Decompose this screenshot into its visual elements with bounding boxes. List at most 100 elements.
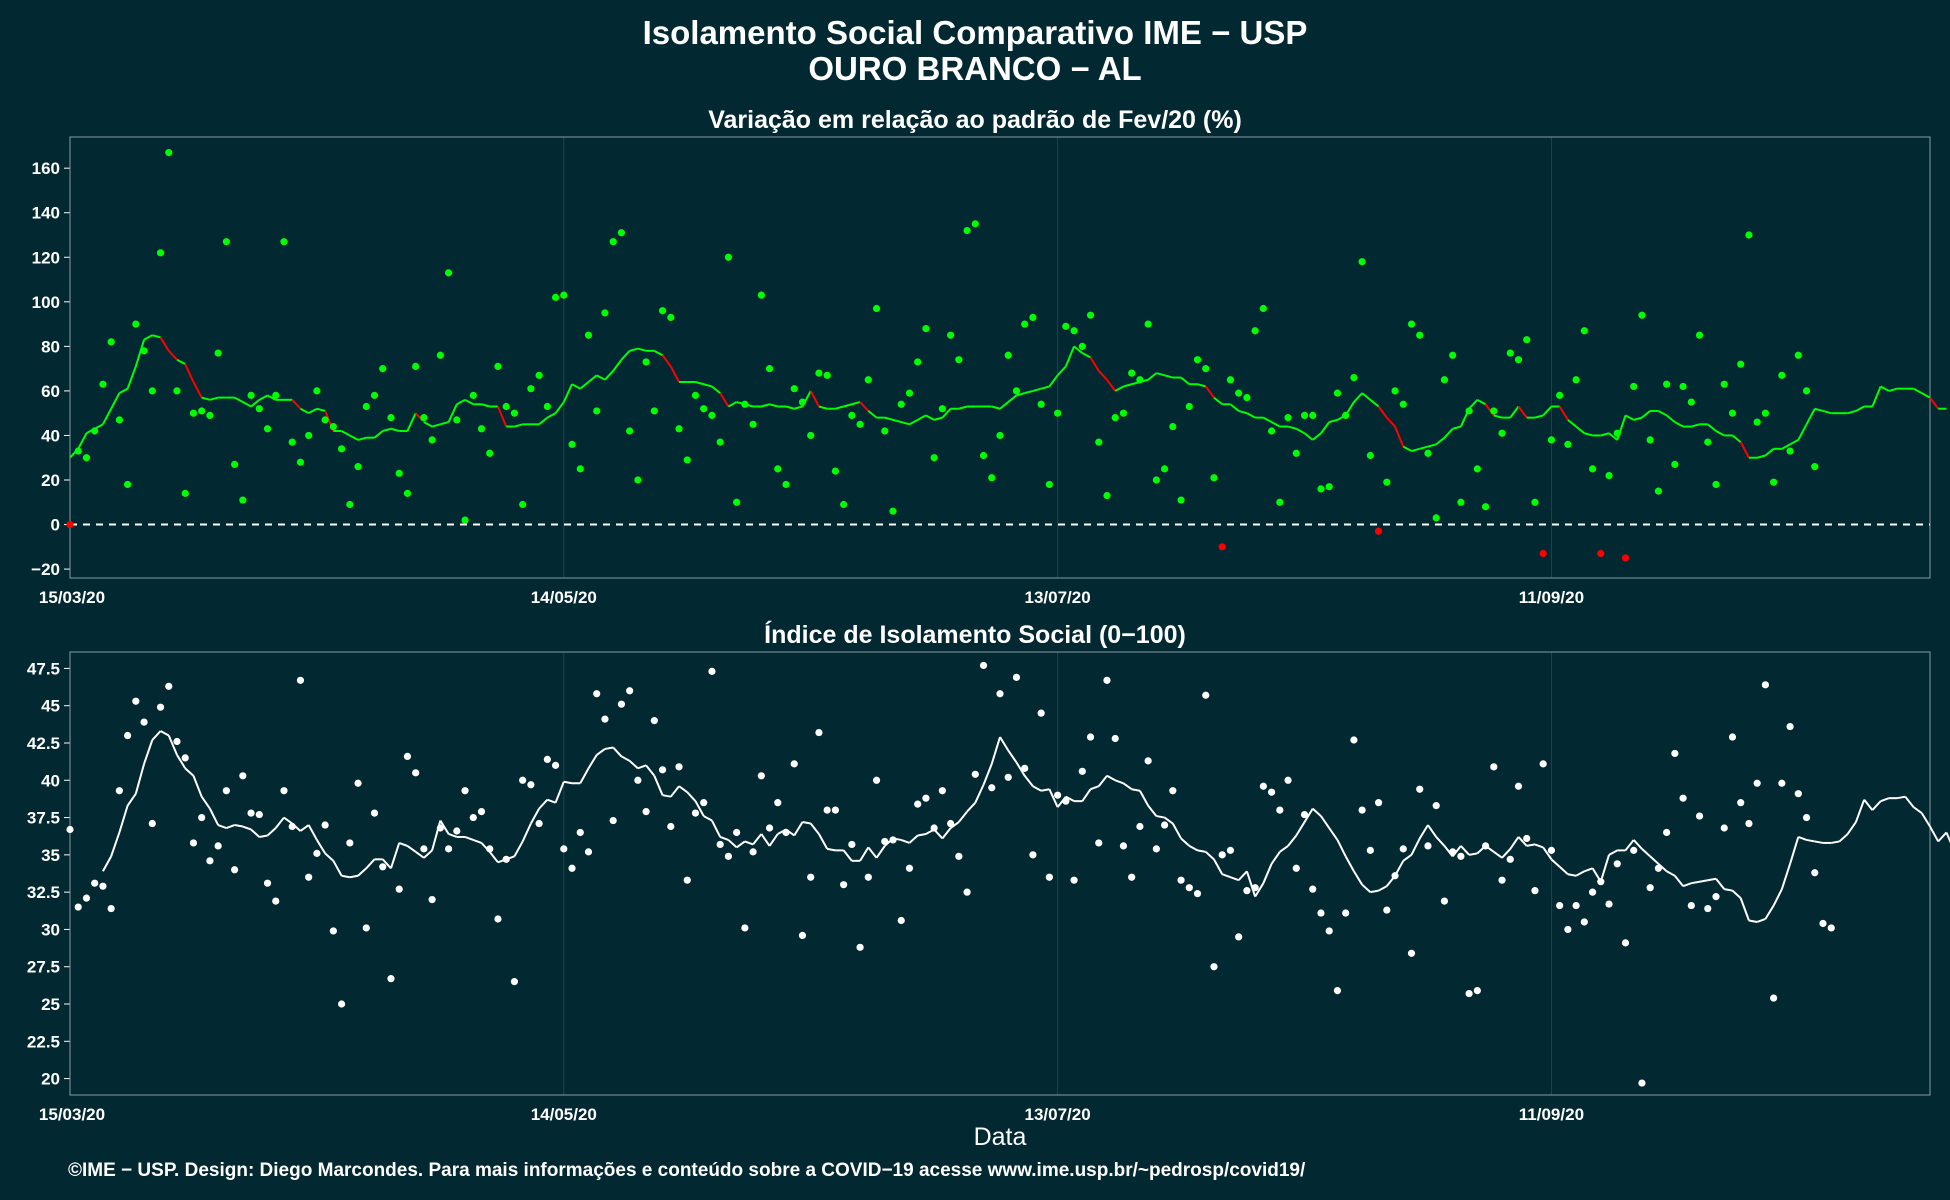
data-point xyxy=(1630,846,1638,854)
variation-panel: 15/03/20 14/05/20 13/07/20 11/09/20 −20 0 20 40… xyxy=(31,136,1947,607)
data-point xyxy=(288,822,296,831)
moving-average-segment xyxy=(1797,423,1808,441)
moving-average-segment xyxy=(1847,409,1857,415)
data-point xyxy=(1136,822,1144,831)
moving-average-segment xyxy=(456,398,466,406)
moving-average-segment xyxy=(1460,845,1470,856)
moving-average-segment xyxy=(933,416,943,421)
data-point xyxy=(165,148,173,157)
moving-average-segment xyxy=(908,418,919,426)
moving-average-segment xyxy=(464,398,474,406)
moving-average-segment xyxy=(1262,416,1273,423)
moving-average-segment xyxy=(1764,905,1775,920)
data-point xyxy=(156,703,165,711)
data-point xyxy=(1638,311,1646,319)
moving-average-segment xyxy=(1468,399,1479,410)
moving-average-segment xyxy=(1164,374,1174,379)
y-tick-label: 20 xyxy=(41,1070,60,1089)
moving-average-segment xyxy=(1254,882,1265,898)
data-point xyxy=(988,784,996,792)
moving-average-segment xyxy=(1608,432,1618,441)
moving-average-segment xyxy=(974,784,985,804)
data-point xyxy=(782,828,790,837)
data-point xyxy=(1564,440,1572,448)
data-point xyxy=(214,842,222,850)
data-point xyxy=(1728,409,1737,417)
moving-average-segment xyxy=(1452,425,1462,430)
data-point xyxy=(1547,846,1556,854)
data-point xyxy=(840,881,848,889)
data-point xyxy=(1778,779,1786,787)
data-point xyxy=(198,407,206,415)
moving-average-segment xyxy=(1090,785,1100,791)
moving-average-segment xyxy=(242,825,252,831)
moving-average-segment xyxy=(686,791,697,802)
moving-average-segment xyxy=(1880,797,1890,803)
data-point xyxy=(1235,389,1243,397)
moving-average-segment xyxy=(1715,430,1725,437)
moving-average-segment xyxy=(802,821,811,825)
data-point xyxy=(1704,904,1712,913)
moving-average-segment xyxy=(201,396,211,401)
data-point xyxy=(1630,382,1638,391)
data-point xyxy=(239,496,247,504)
data-point xyxy=(963,226,971,235)
data-point xyxy=(667,313,675,322)
moving-average-segment xyxy=(925,414,935,421)
moving-average-segment xyxy=(118,805,129,833)
moving-average-segment xyxy=(991,405,1001,410)
y-tick-label: 27.5 xyxy=(27,958,60,977)
data-point xyxy=(1292,864,1300,872)
data-point xyxy=(1597,549,1605,558)
data-point xyxy=(107,338,115,346)
moving-average-segment xyxy=(1180,376,1190,386)
moving-average-segment xyxy=(769,403,779,408)
data-point xyxy=(124,480,132,489)
moving-average-segment xyxy=(1320,815,1331,829)
moving-average-segment xyxy=(1707,877,1717,882)
moving-average-segment xyxy=(843,403,853,408)
data-point xyxy=(280,238,288,246)
moving-average-segment xyxy=(192,381,203,399)
data-point xyxy=(1490,407,1498,415)
data-point xyxy=(1786,447,1794,455)
data-point xyxy=(584,848,593,856)
moving-average-segment xyxy=(1312,807,1322,817)
moving-average-segment xyxy=(1262,863,1273,884)
data-point xyxy=(1391,872,1399,880)
moving-average-segment xyxy=(1131,788,1141,792)
moving-average-segment xyxy=(892,418,902,424)
data-point xyxy=(1605,471,1613,480)
moving-average-segment xyxy=(1361,883,1372,893)
moving-average-segment xyxy=(1139,790,1150,807)
data-point xyxy=(1029,851,1037,859)
moving-average-segment xyxy=(612,359,623,372)
moving-average-segment xyxy=(349,874,359,879)
data-point xyxy=(527,781,535,789)
moving-average-segment xyxy=(1015,761,1026,777)
moving-average-segment xyxy=(941,827,952,840)
data-point xyxy=(1325,927,1333,935)
moving-average-segment xyxy=(167,735,178,756)
data-point xyxy=(477,425,486,433)
data-point xyxy=(1185,884,1193,892)
moving-average-segment xyxy=(1411,447,1420,453)
data-point xyxy=(1054,791,1062,799)
data-point xyxy=(733,498,741,506)
moving-average-segment xyxy=(554,401,565,414)
data-point xyxy=(461,787,469,795)
data-point xyxy=(1481,503,1490,511)
moving-average-segment xyxy=(761,403,770,408)
moving-average-segment xyxy=(217,824,227,829)
data-point xyxy=(214,349,222,357)
moving-average-segment xyxy=(917,832,927,837)
data-point xyxy=(724,852,733,860)
data-point xyxy=(469,391,477,399)
data-point xyxy=(1687,901,1695,910)
data-point xyxy=(1440,897,1449,905)
data-point xyxy=(1284,414,1292,422)
data-point xyxy=(790,385,798,393)
moving-average-segment xyxy=(1476,398,1487,406)
data-point xyxy=(1490,763,1498,771)
data-point xyxy=(1704,438,1712,446)
